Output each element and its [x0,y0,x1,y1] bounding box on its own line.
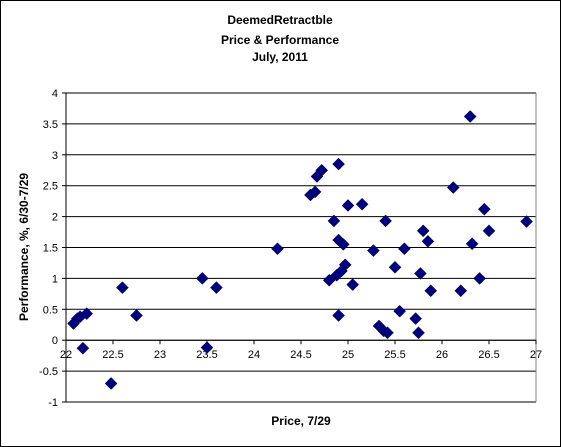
data-point [421,234,435,248]
data-point [367,244,380,257]
chart-title-line-3: July, 2011 [252,50,308,64]
data-point [210,281,223,295]
data-point [379,214,392,228]
data-point [308,185,322,199]
x-tick-label: 27 [530,349,542,361]
data-point [482,224,496,238]
data-point [398,242,411,256]
y-tick-label: 3.5 [43,119,58,131]
x-tick-label: 22 [60,349,72,361]
x-tick-label: 26.5 [478,349,499,361]
y-tick-label: 0 [52,335,58,347]
data-point [200,341,214,354]
data-point [477,202,491,216]
data-point [315,163,329,177]
y-axis-label: Performance, %, 6/30-7/29 [17,173,31,321]
data-point [381,326,394,340]
x-tick-label: 25.5 [384,349,405,361]
data-point [412,326,425,340]
data-point [341,199,355,212]
y-tick-label: 2 [52,212,58,224]
data-points [67,110,533,390]
data-point [327,214,341,228]
y-tick-label: 0.5 [43,304,58,316]
y-tick-label: -0.5 [39,366,58,378]
data-point [446,181,460,194]
x-tick-label: 23.5 [196,349,217,361]
data-point [346,278,360,291]
data-point [76,341,90,355]
y-tick-label: 4 [52,88,58,100]
data-point [454,284,468,298]
gridlines [66,92,536,403]
data-point [393,304,407,318]
x-tick-labels: 22 22.5 23 23.5 24 24.5 25 25.5 26 26.5 27 [60,349,542,361]
data-point [332,157,345,171]
y-tick-label: 3 [52,150,58,162]
chart-title-line-1: DeemedRetractble [227,13,333,27]
x-tick-label: 24.5 [290,349,311,361]
data-point [80,307,94,320]
data-point [520,215,533,228]
data-point [416,224,430,238]
y-tick-label: 1.5 [43,243,58,255]
chart-title-line-2: Price & Performance [221,33,339,47]
data-point [116,281,129,295]
data-point [409,312,423,325]
x-axis-label: Price, 7/29 [271,414,331,428]
y-tick-label: 1 [52,273,58,285]
data-point [332,309,345,322]
data-point [195,272,209,285]
data-point [338,258,352,272]
data-point [473,272,486,285]
data-point [271,242,284,256]
y-tick-labels: -1 -0.5 0 0.5 1 1.5 2 2.5 3 3.5 4 [39,88,58,409]
data-point [130,309,143,322]
data-point [463,110,477,123]
axes [62,92,537,403]
x-tick-label: 26 [436,349,448,361]
data-point [322,273,336,287]
y-tick-label: 2.5 [43,181,58,193]
x-tick-label: 25 [342,349,354,361]
data-point [104,377,118,390]
data-point [388,260,402,274]
y-tick-label: -1 [48,397,58,409]
data-point [414,267,427,280]
data-point [465,237,479,251]
data-point [336,238,350,251]
x-tick-label: 22.5 [102,349,123,361]
data-point [355,197,369,211]
x-tick-label: 23 [154,349,166,361]
data-point [424,284,438,298]
x-tick-label: 24 [248,349,260,361]
